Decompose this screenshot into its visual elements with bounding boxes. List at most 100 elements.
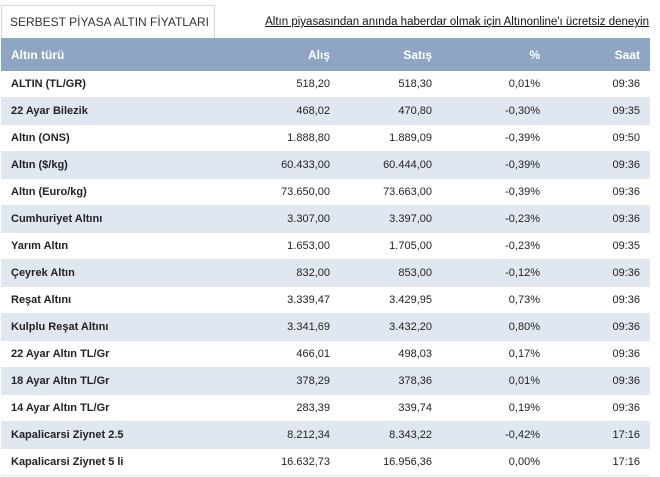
top-bar: SERBEST PİYASA ALTIN FİYATLARI Altın piy… — [0, 0, 660, 38]
cell-buy: 3.341,69 — [143, 313, 340, 341]
cell-time: 17:16 — [550, 448, 650, 476]
cell-gold-type: 22 Ayar Bilezik — [1, 97, 143, 125]
table-header-row: Altın türü Alış Satış % Saat — [1, 38, 650, 71]
cell-gold-type: Altın ($/kg) — [1, 151, 143, 179]
cell-sell: 378,36 — [340, 367, 442, 395]
table-row: 22 Ayar Altın TL/Gr 466,01 498,03 0,17% 09:3… — [1, 340, 650, 368]
cell-gold-type: Kapalicarsi Ziynet 2.5 — [1, 421, 143, 449]
cell-percent: 0,17% — [442, 340, 550, 368]
cell-time: 17:16 — [550, 421, 650, 449]
cell-buy: 466,01 — [143, 340, 340, 368]
cell-percent: 0,00% — [442, 448, 550, 476]
cell-time: 09:36 — [550, 286, 650, 314]
cell-gold-type: Altın (Euro/kg) — [1, 178, 143, 206]
cell-time: 09:50 — [550, 124, 650, 152]
table-row: Kapalicarsi Ziynet 5 li 16.632,73 16.956,3… — [1, 448, 650, 476]
table-row: Altın (ONS) 1.888,80 1.889,09 -0,39% 09:50 — [1, 124, 650, 152]
table-row: 18 Ayar Altın TL/Gr 378,29 378,36 0,01% 09:3… — [1, 367, 650, 395]
table-body: ALTIN (TL/GR) 518,20 518,30 0,01% 09:36 22 Ay… — [1, 71, 650, 476]
cell-gold-type: Çeyrek Altın — [1, 259, 143, 287]
cell-sell: 16.956,36 — [340, 448, 442, 476]
cell-buy: 16.632,73 — [143, 448, 340, 476]
cell-buy: 1.653,00 — [143, 232, 340, 260]
column-header-percent: % — [442, 38, 550, 71]
cell-percent: -0,39% — [442, 178, 550, 206]
cell-sell: 853,00 — [340, 259, 442, 287]
cell-gold-type: ALTIN (TL/GR) — [1, 71, 143, 98]
cell-time: 09:36 — [550, 178, 650, 206]
cell-time: 09:36 — [550, 367, 650, 395]
cell-time: 09:36 — [550, 313, 650, 341]
cell-gold-type: Kulplu Reşat Altını — [1, 313, 143, 341]
cell-buy: 3.307,00 — [143, 205, 340, 233]
table-row: ALTIN (TL/GR) 518,20 518,30 0,01% 09:36 — [1, 71, 650, 98]
gold-price-table: Altın türü Alış Satış % Saat ALTIN (TL/G… — [1, 38, 650, 476]
table-row: Kulplu Reşat Altını 3.341,69 3.432,20 0,80%… — [1, 313, 650, 341]
cell-percent: -0,23% — [442, 232, 550, 260]
cell-buy: 832,00 — [143, 259, 340, 287]
cell-sell: 60.444,00 — [340, 151, 442, 179]
column-header-buy: Alış — [143, 38, 340, 71]
table-row: Kapalicarsi Ziynet 2.5 8.212,34 8.343,22 -0… — [1, 421, 650, 449]
column-header-sell: Satış — [340, 38, 442, 71]
column-header-time: Saat — [550, 38, 650, 71]
cell-buy: 378,29 — [143, 367, 340, 395]
cell-time: 09:35 — [550, 232, 650, 260]
cell-percent: -0,42% — [442, 421, 550, 449]
table-row: 22 Ayar Bilezik 468,02 470,80 -0,30% 09:35 — [1, 97, 650, 125]
cell-sell: 3.429,95 — [340, 286, 442, 314]
cell-sell: 3.397,00 — [340, 205, 442, 233]
table-row: 14 Ayar Altın TL/Gr 283,39 339,74 0,19% 09:3… — [1, 394, 650, 422]
cell-time: 09:36 — [550, 394, 650, 422]
cell-gold-type: Cumhuriyet Altını — [1, 205, 143, 233]
cell-gold-type: 18 Ayar Altın TL/Gr — [1, 367, 143, 395]
cell-buy: 518,20 — [143, 71, 340, 98]
cell-percent: -0,39% — [442, 151, 550, 179]
cell-buy: 468,02 — [143, 97, 340, 125]
cell-time: 09:36 — [550, 71, 650, 98]
cell-buy: 3.339,47 — [143, 286, 340, 314]
cell-gold-type: 14 Ayar Altın TL/Gr — [1, 394, 143, 422]
cell-time: 09:36 — [550, 205, 650, 233]
cell-sell: 498,03 — [340, 340, 442, 368]
cell-percent: 0,01% — [442, 367, 550, 395]
cell-sell: 339,74 — [340, 394, 442, 422]
cell-time: 09:36 — [550, 340, 650, 368]
cell-buy: 1.888,80 — [143, 124, 340, 152]
cell-buy: 8.212,34 — [143, 421, 340, 449]
cell-buy: 60.433,00 — [143, 151, 340, 179]
cell-percent: 0,80% — [442, 313, 550, 341]
cell-gold-type: 22 Ayar Altın TL/Gr — [1, 340, 143, 368]
table-row: Reşat Altını 3.339,47 3.429,95 0,73% 09:36 — [1, 286, 650, 314]
cell-time: 09:35 — [550, 97, 650, 125]
cell-buy: 73.650,00 — [143, 178, 340, 206]
cell-sell: 1.889,09 — [340, 124, 442, 152]
cell-sell: 518,30 — [340, 71, 442, 98]
cell-gold-type: Yarım Altın — [1, 232, 143, 260]
promo-link[interactable]: Altın piyasasından anında haberdar olmak… — [265, 16, 649, 28]
cell-sell: 73.663,00 — [340, 178, 442, 206]
table-row: Cumhuriyet Altını 3.307,00 3.397,00 -0,23% 0… — [1, 205, 650, 233]
table-row: Altın ($/kg) 60.433,00 60.444,00 -0,39% 09:3… — [1, 151, 650, 179]
cell-percent: 0,73% — [442, 286, 550, 314]
cell-percent: -0,12% — [442, 259, 550, 287]
table-row: Çeyrek Altın 832,00 853,00 -0,12% 09:36 — [1, 259, 650, 287]
column-header-gold-type: Altın türü — [1, 38, 143, 71]
cell-sell: 8.343,22 — [340, 421, 442, 449]
cell-percent: 0,01% — [442, 71, 550, 98]
cell-gold-type: Altın (ONS) — [1, 124, 143, 152]
tab-serbest-piyasa[interactable]: SERBEST PİYASA ALTIN FİYATLARI — [1, 5, 215, 38]
table-row: Altın (Euro/kg) 73.650,00 73.663,00 -0,39% 0… — [1, 178, 650, 206]
cell-sell: 470,80 — [340, 97, 442, 125]
cell-percent: 0,19% — [442, 394, 550, 422]
cell-time: 09:36 — [550, 151, 650, 179]
cell-sell: 3.432,20 — [340, 313, 442, 341]
table-row: Yarım Altın 1.653,00 1.705,00 -0,23% 09:35 — [1, 232, 650, 260]
cell-buy: 283,39 — [143, 394, 340, 422]
cell-percent: -0,30% — [442, 97, 550, 125]
cell-gold-type: Reşat Altını — [1, 286, 143, 314]
cell-percent: -0,23% — [442, 205, 550, 233]
cell-percent: -0,39% — [442, 124, 550, 152]
cell-gold-type: Kapalicarsi Ziynet 5 li — [1, 448, 143, 476]
cell-time: 09:36 — [550, 259, 650, 287]
